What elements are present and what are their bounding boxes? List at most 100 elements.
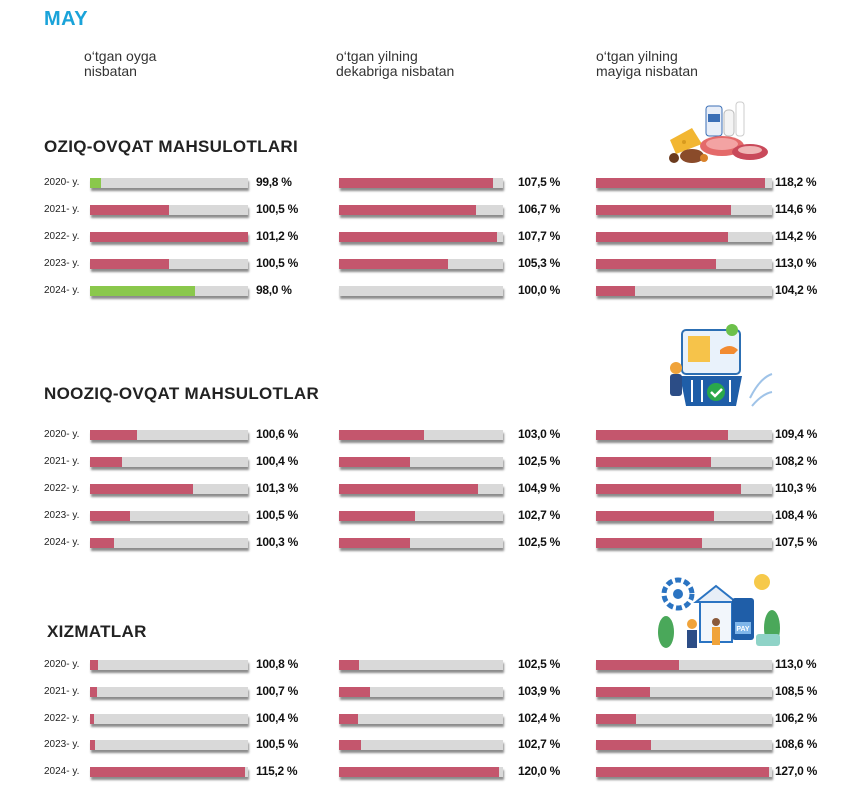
bar-track [339, 686, 503, 697]
bar-track [339, 178, 503, 188]
page-title: MAY [44, 8, 89, 30]
value-label: 104,2 % [775, 283, 817, 297]
value-label: 106,7 % [518, 202, 560, 216]
value-label: 100,6 % [256, 427, 298, 441]
section-title: XIZMATLAR [47, 622, 147, 641]
bar [596, 430, 729, 440]
bar [90, 484, 193, 494]
bar-track [90, 430, 248, 440]
value-label: 113,0 % [775, 256, 817, 270]
value-label: 102,5 % [518, 535, 560, 549]
value-label: 108,5 % [775, 683, 817, 698]
bar [90, 538, 114, 548]
bar [596, 457, 712, 467]
bar [339, 538, 410, 548]
value-label: 102,5 % [518, 454, 560, 468]
shopping-basket-illustration [670, 324, 773, 407]
year-label: 2021- y. [44, 456, 80, 467]
bar-track [339, 430, 503, 440]
bar [90, 660, 99, 670]
bar [596, 259, 717, 269]
section-title: NOOZIQ-OVQAT MAHSULOTLAR [44, 384, 320, 403]
value-label: 114,6 % [775, 202, 817, 216]
bar [596, 511, 715, 521]
bar [90, 232, 248, 242]
value-label: 100,3 % [256, 535, 298, 549]
bar-track [90, 660, 248, 670]
bar [339, 686, 371, 697]
bar [596, 538, 702, 548]
value-label: 108,4 % [775, 508, 817, 522]
column-header-prev-december: o‘tgan yilning dekabriga nisbatan [336, 48, 455, 79]
value-label: 100,7 % [256, 683, 298, 698]
bar-track [90, 178, 248, 188]
bar [90, 686, 98, 697]
year-label: 2021- y. [44, 685, 80, 697]
bar [90, 511, 130, 521]
bar-track [339, 713, 503, 724]
bar-track [90, 259, 248, 269]
value-label: 100,5 % [256, 737, 298, 752]
value-label: 113,0 % [775, 657, 817, 671]
bar [596, 660, 680, 670]
bar [90, 259, 169, 269]
bar-track [90, 713, 248, 724]
bar-track [339, 232, 503, 242]
bar-track [596, 484, 772, 494]
bar-track [596, 178, 772, 188]
value-label: 102,7 % [518, 508, 560, 522]
value-label: 100,5 % [256, 508, 298, 522]
year-label: 2024- y. [44, 285, 80, 296]
year-label: 2020- y. [44, 429, 80, 440]
value-label: 101,2 % [256, 229, 298, 243]
bar [339, 660, 359, 670]
value-label: 103,0 % [518, 427, 560, 441]
value-label: 102,7 % [518, 737, 560, 752]
bar-track [339, 511, 503, 521]
bar-track [596, 713, 772, 724]
bar-track [339, 259, 503, 269]
bar-track [596, 430, 772, 440]
bar-track [339, 457, 503, 467]
bar [90, 713, 95, 724]
bar-track [90, 511, 248, 521]
bar [339, 205, 477, 215]
bar-track [339, 484, 503, 494]
column-header-prev-may: o‘tgan yilning mayiga nisbatan [596, 48, 698, 79]
value-label: 100,4 % [256, 710, 298, 725]
bar [90, 205, 169, 215]
value-label: 100,4 % [256, 454, 298, 468]
value-label: 100,8 % [256, 657, 298, 671]
services-illustration: PAY [658, 574, 780, 648]
year-label: 2022- y. [44, 231, 80, 242]
bar [90, 178, 101, 188]
bar-track [90, 286, 248, 296]
bar [596, 286, 635, 296]
bar-track [339, 767, 503, 778]
bar-track [596, 259, 772, 269]
bar-track [339, 286, 503, 296]
bar [90, 286, 196, 296]
year-label: 2024- y. [44, 766, 80, 778]
pay-sign-text: PAY [736, 626, 750, 633]
bar [596, 205, 732, 215]
value-label: 102,5 % [518, 657, 560, 671]
bar-track [339, 538, 503, 548]
value-label: 109,4 % [775, 427, 817, 441]
bar-track [90, 686, 248, 697]
bar-track [596, 767, 772, 778]
value-label: 114,2 % [775, 229, 817, 243]
value-label: 108,6 % [775, 737, 817, 752]
section-title: OZIQ-OVQAT MAHSULOTLARI [44, 137, 299, 156]
bar-track [596, 686, 772, 697]
year-label: 2023- y. [44, 510, 80, 521]
bar-track [339, 740, 503, 751]
value-label: 101,3 % [256, 481, 298, 495]
value-label: 104,9 % [518, 481, 560, 495]
value-label: 105,3 % [518, 256, 560, 270]
value-label: 99,8 % [256, 175, 292, 189]
column-header-prev-month: o‘tgan oyga nisbatan [84, 48, 157, 79]
bar [90, 430, 138, 440]
bar [596, 178, 765, 188]
bar [596, 484, 742, 494]
